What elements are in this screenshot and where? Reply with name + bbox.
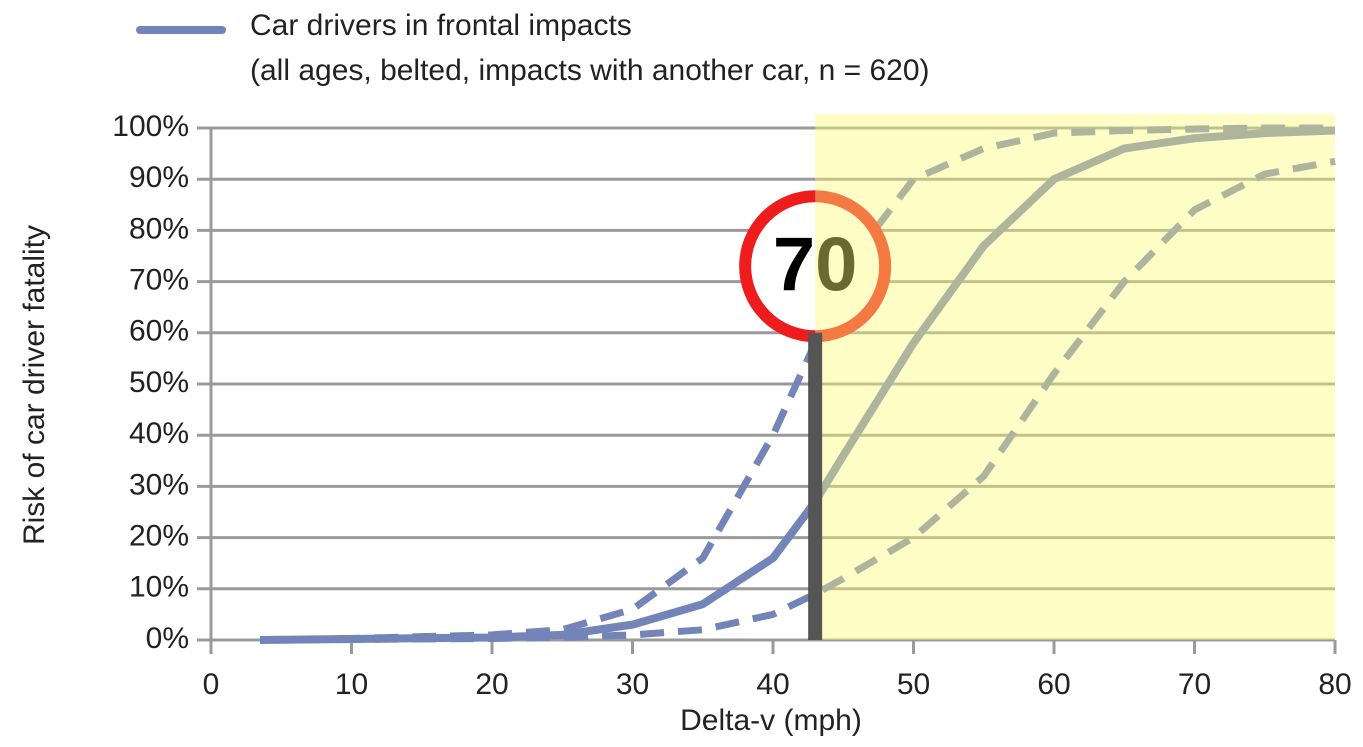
y-tick-label: 90%: [129, 161, 189, 194]
y-tick-label: 30%: [129, 468, 189, 501]
highlight-region: [815, 114, 1335, 640]
x-tick-label: 40: [756, 668, 789, 701]
x-tick-label: 80: [1318, 668, 1351, 701]
legend-label: Car drivers in frontal impacts: [250, 9, 632, 42]
x-tick-label: 50: [897, 668, 930, 701]
x-axis-label: Delta-v (mph): [680, 704, 862, 737]
speed-sign-label: 70: [773, 222, 858, 307]
y-tick-label: 80%: [129, 212, 189, 245]
series-line: [260, 157, 1336, 644]
y-tick-label: 0%: [146, 622, 189, 655]
y-tick-label: 50%: [129, 366, 189, 399]
x-tick-label: 20: [475, 668, 508, 701]
x-tick-label: 30: [616, 668, 649, 701]
x-tick-label: 60: [1037, 668, 1070, 701]
y-tick-label: 70%: [129, 264, 189, 297]
y-tick-label: 40%: [129, 417, 189, 450]
legend-subtitle: (all ages, belted, impacts with another …: [250, 54, 930, 87]
y-axis-label: Risk of car driver fatality: [18, 225, 51, 545]
y-tick-label: 10%: [129, 571, 189, 604]
y-tick-label: 20%: [129, 520, 189, 553]
y-tick-label: 60%: [129, 315, 189, 348]
x-tick-label: 70: [1178, 668, 1211, 701]
y-tick-label: 100%: [112, 110, 189, 143]
x-tick-label: 0: [203, 668, 220, 701]
x-tick-label: 10: [335, 668, 368, 701]
